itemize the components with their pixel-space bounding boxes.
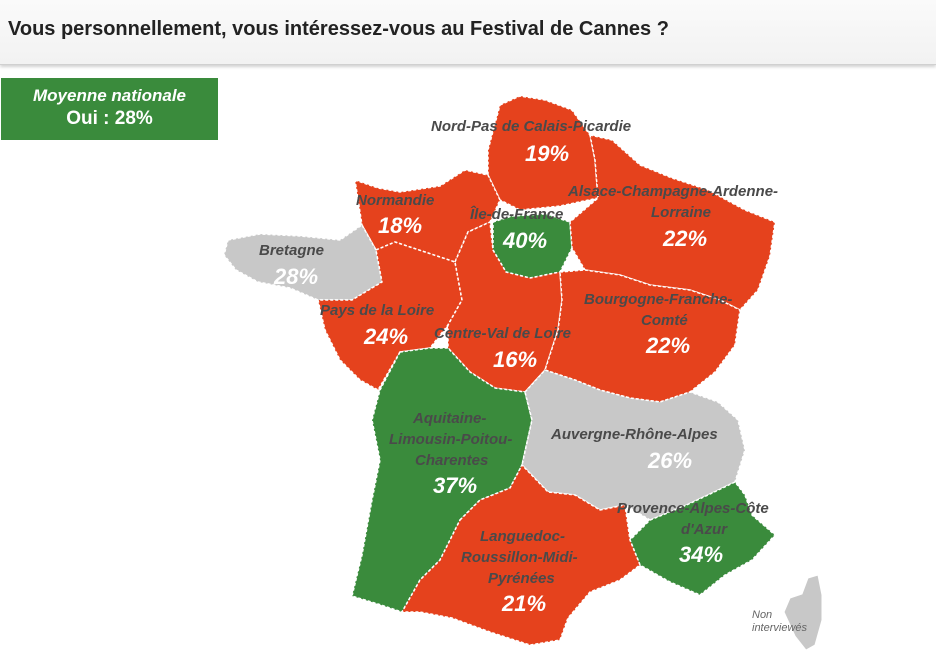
region-corse bbox=[783, 574, 823, 651]
region-aquitaine-limousin-poitou-charentes[interactable] bbox=[351, 347, 533, 613]
page-title: Vous personnellement, vous intéressez-vo… bbox=[8, 18, 669, 40]
label-nord-pas-de-calais-picardie: Nord-Pas de Calais-Picardie bbox=[431, 118, 632, 135]
value-nord-pas-de-calais-picardie: 19% bbox=[525, 141, 570, 166]
label-pays-de-la-loire: Pays de la Loire bbox=[320, 302, 435, 319]
label-aquitaine-2: Limousin-Poitou- bbox=[389, 431, 513, 448]
value-centre-val-de-loire: 16% bbox=[493, 347, 538, 372]
value-ile-de-france: 40% bbox=[503, 228, 548, 253]
label-alsace-champagne-ardenne-lorraine-1: Alsace-Champagne-Ardenne- bbox=[568, 183, 779, 200]
label-auvergne-rhone-alpes: Auvergne-Rhône-Alpes bbox=[551, 426, 718, 443]
badge-value: Oui : 28% bbox=[66, 108, 153, 129]
value-alsace-champagne-ardenne-lorraine: 22% bbox=[663, 226, 708, 251]
value-auvergne-rhone-alpes: 26% bbox=[648, 448, 693, 473]
corse-note-line2: interviewés bbox=[752, 622, 808, 634]
value-pays-de-la-loire: 24% bbox=[364, 324, 409, 349]
region-pays-de-la-loire[interactable] bbox=[317, 241, 463, 392]
value-languedoc-roussillon-midi-pyrenees: 21% bbox=[502, 591, 547, 616]
label-languedoc-1: Languedoc- bbox=[480, 528, 565, 545]
label-alsace-champagne-ardenne-lorraine-2: Lorraine bbox=[651, 204, 712, 221]
label-bourgogne-franche-comte-1: Bourgogne-Franche- bbox=[584, 291, 733, 308]
value-bretagne: 28% bbox=[274, 264, 319, 289]
value-provence-alpes-cote-dazur: 34% bbox=[679, 542, 724, 567]
label-bretagne: Bretagne bbox=[259, 242, 325, 259]
region-centre-val-de-loire[interactable] bbox=[447, 220, 563, 393]
national-average-badge: Moyenne nationale Oui : 28% bbox=[1, 78, 218, 140]
region-provence-alpes-cote-dazur[interactable] bbox=[629, 481, 777, 596]
header-bar: Vous personnellement, vous intéressez-vo… bbox=[0, 0, 936, 65]
label-aquitaine-3: Charentes bbox=[415, 452, 489, 469]
label-aquitaine-1: Aquitaine- bbox=[413, 410, 487, 427]
value-normandie: 18% bbox=[378, 213, 423, 238]
region-bretagne[interactable] bbox=[223, 223, 383, 301]
corse-note-line1: Non bbox=[752, 609, 773, 621]
region-bourgogne-franche-comte[interactable] bbox=[544, 269, 741, 403]
label-languedoc-2: Roussillon-Midi- bbox=[461, 549, 578, 566]
label-languedoc-3: Pyrénées bbox=[488, 570, 555, 587]
badge-label: Moyenne nationale bbox=[32, 86, 187, 105]
value-bourgogne-franche-comte: 22% bbox=[646, 333, 691, 358]
corse-note: Non interviewés bbox=[752, 609, 807, 635]
label-provence-1: Provence-Alpes-Côte bbox=[617, 500, 769, 517]
label-normandie: Normandie bbox=[356, 192, 435, 209]
label-provence-2: d'Azur bbox=[681, 521, 728, 538]
label-centre-val-de-loire: Centre-Val de Loire bbox=[434, 325, 571, 342]
region-languedoc-roussillon-midi-pyrenees[interactable] bbox=[400, 463, 641, 646]
label-ile-de-france: Île-de-France bbox=[470, 206, 564, 223]
value-aquitaine-limousin-poitou-charentes: 37% bbox=[433, 473, 478, 498]
label-bourgogne-franche-comte-2: Comté bbox=[641, 312, 688, 329]
